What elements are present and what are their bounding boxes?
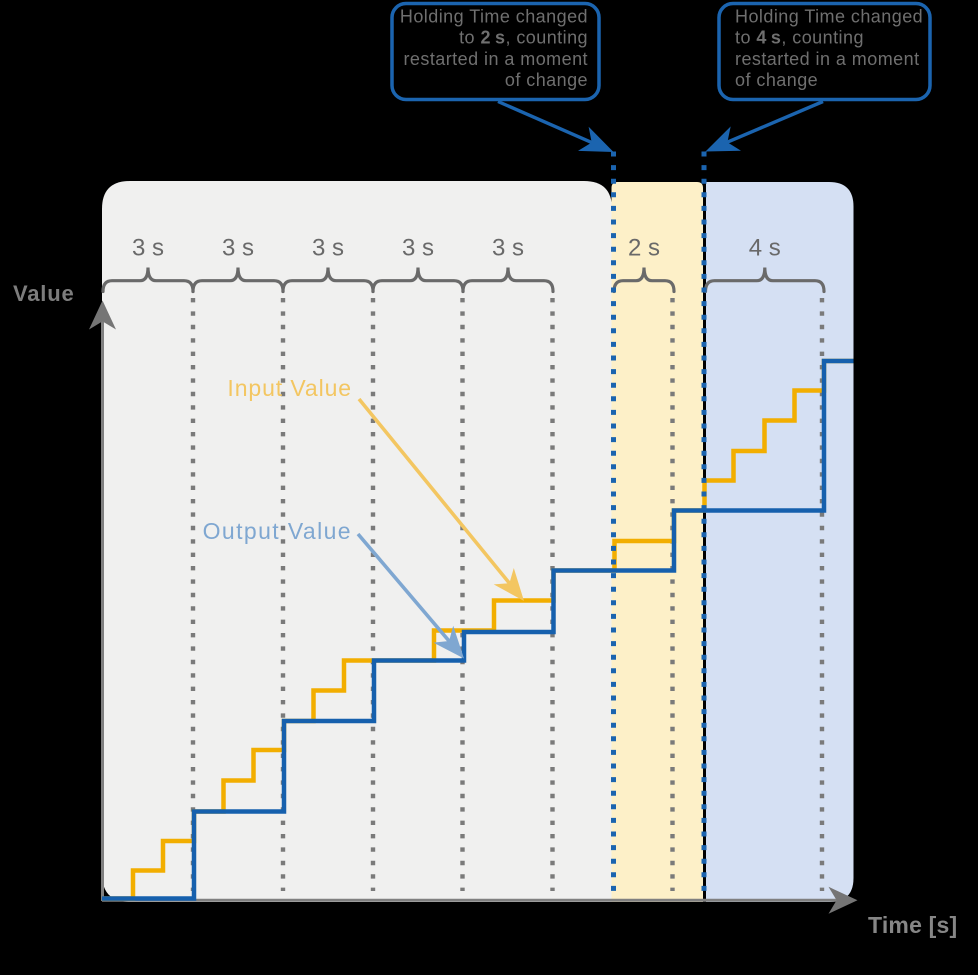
svg-text:3 s: 3 s (222, 235, 254, 262)
svg-text:Holding Time changed: Holding Time changed (735, 7, 923, 27)
svg-text:2 s: 2 s (628, 235, 660, 262)
svg-text:of change: of change (505, 70, 588, 90)
svg-text:3 s: 3 s (132, 235, 164, 262)
svg-text:3 s: 3 s (312, 235, 344, 262)
svg-text:Input Value: Input Value (227, 375, 352, 401)
svg-text:of change: of change (735, 70, 818, 90)
svg-text:Value: Value (13, 281, 74, 306)
svg-text:to 2 s, counting: to 2 s, counting (459, 28, 588, 48)
svg-text:to 4 s, counting: to 4 s, counting (735, 28, 864, 48)
svg-text:restarted in a moment: restarted in a moment (403, 49, 588, 69)
svg-text:3 s: 3 s (402, 235, 434, 262)
svg-text:Time [s]: Time [s] (868, 912, 957, 938)
svg-text:Holding Time changed: Holding Time changed (400, 7, 588, 27)
svg-text:restarted in a moment: restarted in a moment (735, 49, 920, 69)
svg-text:4 s: 4 s (749, 235, 781, 262)
svg-text:Output Value: Output Value (203, 518, 352, 544)
svg-text:3 s: 3 s (492, 235, 524, 262)
